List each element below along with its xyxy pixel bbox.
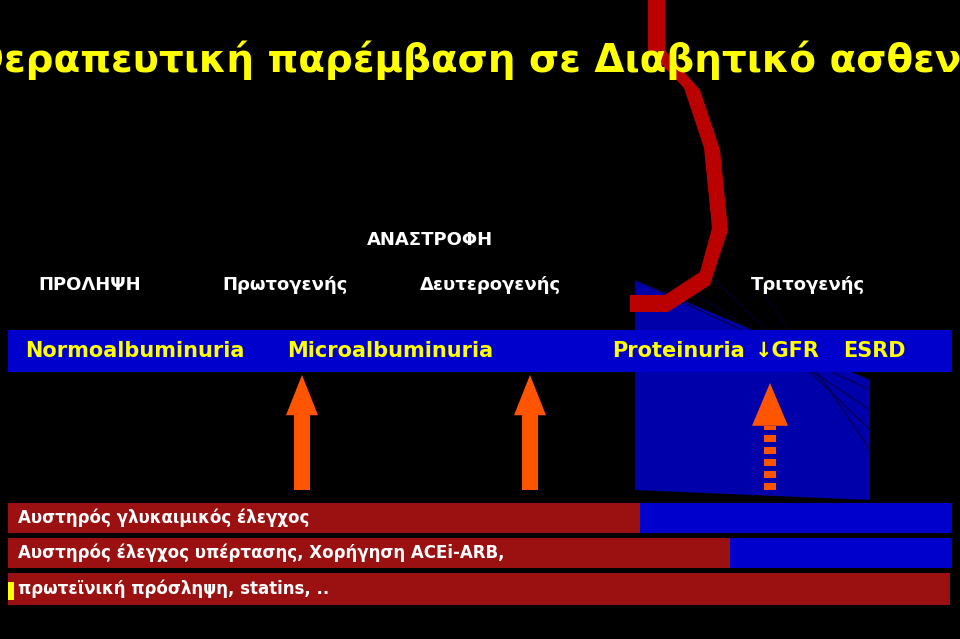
Bar xyxy=(8,330,952,372)
Bar xyxy=(764,459,776,466)
Text: Πρωτογενής: Πρωτογενής xyxy=(223,276,348,294)
Text: Αυστηρός έλεγχος υπέρτασης, Χορήγηση ACEi-ARB,: Αυστηρός έλεγχος υπέρτασης, Χορήγηση ACE… xyxy=(18,544,505,562)
Text: Δευτερογενής: Δευτερογενής xyxy=(420,276,561,294)
Bar xyxy=(764,435,776,442)
Bar xyxy=(8,503,640,533)
Polygon shape xyxy=(635,280,870,500)
Bar xyxy=(8,538,730,568)
Text: Proteinuria: Proteinuria xyxy=(612,341,745,361)
Bar xyxy=(764,471,776,478)
Text: ΠΡΟΛΗΨΗ: ΠΡΟΛΗΨΗ xyxy=(38,276,141,294)
Text: πρωτεϊνική πρόσληψη, statins, ..: πρωτεϊνική πρόσληψη, statins, .. xyxy=(18,580,329,598)
Text: Θεραπευτική παρέμβαση σε Διαβητικό ασθενή: Θεραπευτική παρέμβαση σε Διαβητικό ασθεν… xyxy=(0,40,960,80)
Bar xyxy=(294,415,310,490)
Bar xyxy=(764,447,776,454)
Polygon shape xyxy=(600,0,728,312)
Bar xyxy=(8,573,950,605)
Text: Normoalbuminuria: Normoalbuminuria xyxy=(25,341,245,361)
Text: ΑΝΑΣΤΡΟΦΗ: ΑΝΑΣΤΡΟΦΗ xyxy=(367,231,493,249)
Bar xyxy=(764,483,776,490)
Text: Αυστηρός γλυκαιμικός έλεγχος: Αυστηρός γλυκαιμικός έλεγχος xyxy=(18,509,309,527)
Text: ESRD: ESRD xyxy=(843,341,905,361)
Bar xyxy=(764,426,776,430)
Bar xyxy=(522,415,538,490)
Text: ↓GFR: ↓GFR xyxy=(755,341,820,361)
Polygon shape xyxy=(286,375,318,415)
Text: Τριτογενής: Τριτογενής xyxy=(751,276,865,294)
Polygon shape xyxy=(752,383,788,426)
Polygon shape xyxy=(514,375,546,415)
Bar xyxy=(8,582,14,600)
Bar xyxy=(640,503,952,533)
Text: Microalbuminuria: Microalbuminuria xyxy=(287,341,493,361)
Bar xyxy=(730,538,952,568)
